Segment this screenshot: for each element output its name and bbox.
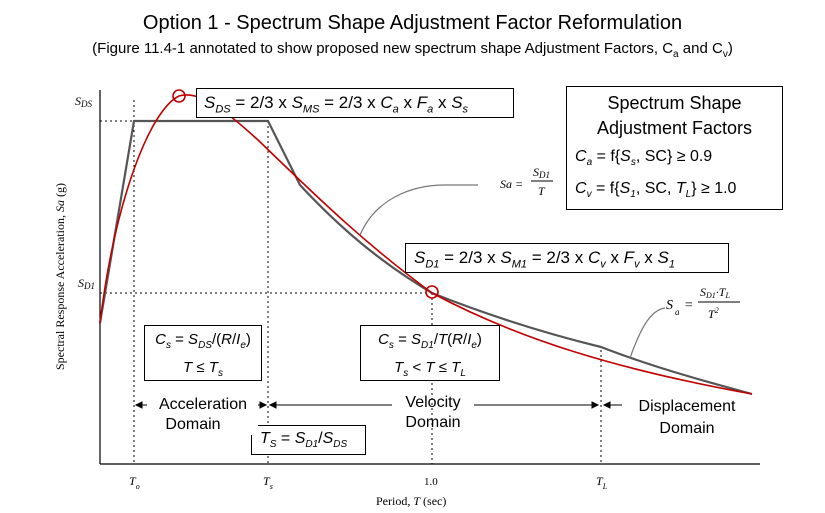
acceleration-domain-label: Acceleration Domain bbox=[148, 395, 258, 435]
displacement-domain-line2: Domain bbox=[659, 420, 715, 437]
svg-text:a: a bbox=[675, 307, 680, 317]
sd1-tick-label: SD1 bbox=[78, 276, 95, 291]
displacement-domain-line1: Displacement bbox=[638, 398, 736, 415]
to-tick-label: To bbox=[129, 474, 140, 491]
svg-text:T: T bbox=[538, 184, 546, 198]
sds-formula-box: SDS = 2/3 x SMS = 2/3 x Ca x Fa x Ss bbox=[196, 88, 514, 118]
sds-marker bbox=[172, 89, 186, 103]
velocity-domain-line1: Velocity bbox=[405, 394, 461, 411]
tl-tick-label: TL bbox=[596, 474, 608, 491]
cv-definition: Cv = f{S1, SC, TL} ≥ 1.0 bbox=[575, 180, 737, 201]
code-spectrum-line bbox=[98, 119, 753, 396]
svg-text:T2: T2 bbox=[708, 306, 719, 321]
cs-acceleration-eq: Cs = SDS/(R/Ie) bbox=[155, 331, 251, 351]
cs-acceleration-range: T ≤ Ts bbox=[183, 359, 223, 379]
adjustment-factors-box: Spectrum Shape Adjustment Factors Ca = f… bbox=[566, 86, 783, 210]
acceleration-domain-line2: Domain bbox=[165, 416, 221, 433]
factors-title: Spectrum Shape Adjustment Factors bbox=[575, 91, 774, 141]
sd1-marker bbox=[425, 285, 439, 299]
ts-tick-label: Ts bbox=[263, 474, 273, 491]
displacement-domain-label: Displacement Domain bbox=[622, 396, 752, 440]
velocity-domain-line2: Domain bbox=[405, 414, 461, 431]
page-subtitle: (Figure 11.4-1 annotated to show propose… bbox=[92, 40, 733, 60]
cs-velocity-eq: Cs = SD1/T(R/Ie) bbox=[378, 331, 482, 351]
sds-tick-label: SDS bbox=[75, 94, 92, 109]
velocity-leader bbox=[359, 184, 478, 236]
page-title: Option 1 - Spectrum Shape Adjustment Fac… bbox=[142, 12, 683, 34]
displacement-leader bbox=[629, 307, 666, 359]
factors-title-line1: Spectrum Shape bbox=[607, 93, 742, 113]
svg-text:SD1·TL: SD1·TL bbox=[700, 285, 730, 300]
sa-velocity-formula: Sa = SD1 T bbox=[500, 165, 553, 198]
svg-text:=: = bbox=[684, 298, 693, 313]
svg-text:Sa =: Sa = bbox=[500, 177, 523, 191]
one-tick-label: 1.0 bbox=[424, 476, 438, 488]
ts-formula-box: TS = SD1/SDS bbox=[251, 425, 366, 455]
x-axis-label: Period, T (sec) bbox=[376, 494, 446, 508]
cs-velocity-box: Cs = SD1/T(R/Ie) Ts < T ≤ TL bbox=[360, 325, 500, 381]
y-axis-label: Spectral Response Acceleration, Sa (g) bbox=[53, 183, 67, 370]
sa-displacement-formula: S a = SD1·TL T2 bbox=[666, 285, 740, 321]
velocity-domain-label: Velocity Domain bbox=[393, 393, 473, 433]
svg-text:SD1: SD1 bbox=[533, 165, 550, 180]
ca-definition: Ca = f{Ss, SC} ≥ 0.9 bbox=[575, 148, 713, 169]
domain-arrows bbox=[134, 401, 622, 409]
proposed-spectrum-line bbox=[99, 94, 753, 395]
acceleration-domain-line1: Acceleration bbox=[158, 396, 248, 413]
sd1-formula-box: SD1 = 2/3 x SM1 = 2/3 x Cv x Fv x S1 bbox=[405, 243, 729, 273]
svg-text:S: S bbox=[666, 298, 673, 313]
factors-title-line2: Adjustment Factors bbox=[596, 118, 753, 138]
cs-velocity-range: Ts < T ≤ TL bbox=[394, 359, 466, 379]
cs-acceleration-box: Cs = SDS/(R/Ie) T ≤ Ts bbox=[144, 325, 262, 381]
